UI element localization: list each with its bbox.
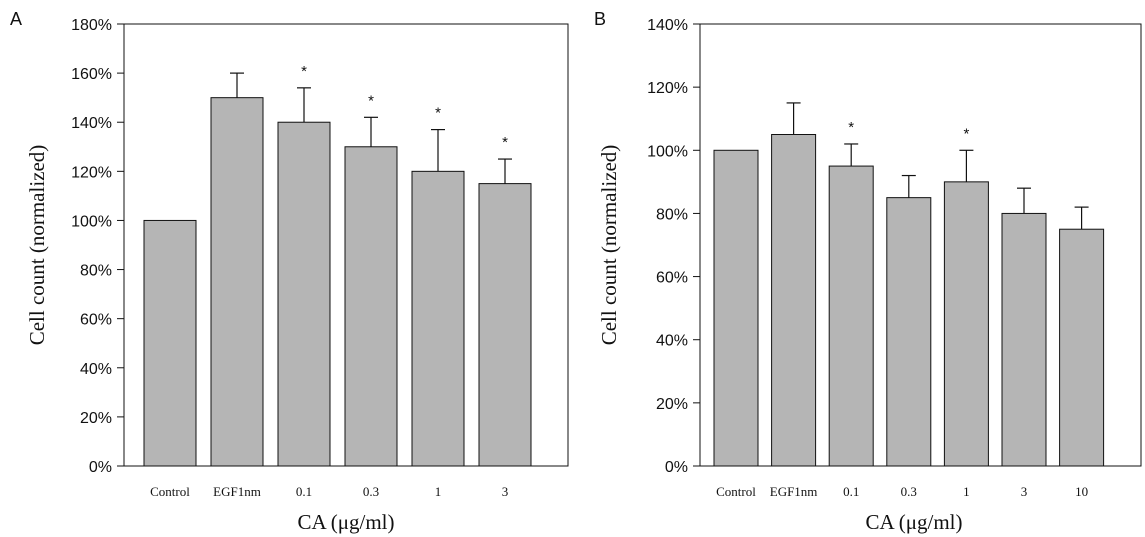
panel-b-y-tick-label: 140% [647,17,688,34]
panel-a-category-label: 1 [435,484,442,499]
panel-b-y-tick-label: 120% [647,80,688,97]
panel-a-significance-marker: * [435,105,441,122]
panel-a-y-tick-label: 20% [80,410,112,427]
panel-b-bar [1059,228,1105,467]
panel-a-y-tick-label: 60% [80,312,112,329]
panel-b-category-label: 0.3 [901,484,917,499]
panel-a-category-label: 0.1 [296,484,312,499]
panel-b-bar [1001,212,1047,467]
panel-a-x-axis-title: CA (μg/ml) [297,510,394,534]
panel-b-y-tick-label: 80% [656,206,688,223]
panel-a-y-tick-label: 0% [89,459,112,476]
panel-a-significance-marker: * [502,134,508,151]
panel-a-category-label: EGF1nm [213,484,261,499]
panel-a: A Cell count (normalized) CA (μg/ml) 0% 2… [10,9,569,534]
panel-b-y-tick-label: 40% [656,333,688,350]
panel-b-bar [828,165,874,467]
panel-b-bar [771,134,817,467]
panel-b-label: B [594,9,606,29]
panel-b-category-label: EGF1nm [770,484,818,499]
panel-b-y-axis-title: Cell count (normalized) [597,145,621,346]
panel-a-y-tick-label: 120% [71,164,112,181]
panel-a-y-tick-label: 160% [71,66,112,83]
panel-b-category-label: 3 [1021,484,1028,499]
panel-b-category-label: 10 [1075,484,1088,499]
panel-a-category-label: 0.3 [363,484,379,499]
panel-a-bar [478,183,532,467]
panel-b-bar [886,197,932,467]
panel-a-y-tick-label: 140% [71,115,112,132]
panel-b-y-tick-label: 0% [665,459,688,476]
panel-b-bar [943,181,989,467]
panel-a-y-axis-title: Cell count (normalized) [25,145,49,346]
panel-a-y-tick-label: 180% [71,17,112,34]
panel-b: B Cell count (normalized) CA (μg/ml) 0% 2… [594,9,1142,534]
panel-a-label: A [10,9,22,29]
panel-a-y-tick-label: 40% [80,361,112,378]
panel-a-bar [344,146,398,467]
panel-b-significance-marker: * [963,125,969,142]
panel-b-category-label: 0.1 [843,484,859,499]
panel-b-significance-marker: * [848,119,854,136]
panel-b-y-tick-label: 100% [647,143,688,160]
panel-b-y-tick-label: 20% [656,396,688,413]
panel-a-y-tick-label: 80% [80,263,112,280]
panel-b-category-label: Control [716,484,756,499]
panel-b-x-axis-title: CA (μg/ml) [865,510,962,534]
panel-a-significance-marker: * [301,63,307,80]
panel-b-bar [713,149,759,467]
panel-a-bar [143,219,197,467]
panel-a-bar [277,121,331,467]
panel-a-category-label: Control [150,484,190,499]
panel-a-category-label: 3 [502,484,509,499]
panel-a-bar [210,97,264,467]
panel-b-category-label: 1 [963,484,970,499]
panel-a-bar [411,170,465,467]
panel-a-y-tick-label: 100% [71,213,112,230]
panel-a-significance-marker: * [368,92,374,109]
panel-b-y-tick-label: 60% [656,270,688,287]
